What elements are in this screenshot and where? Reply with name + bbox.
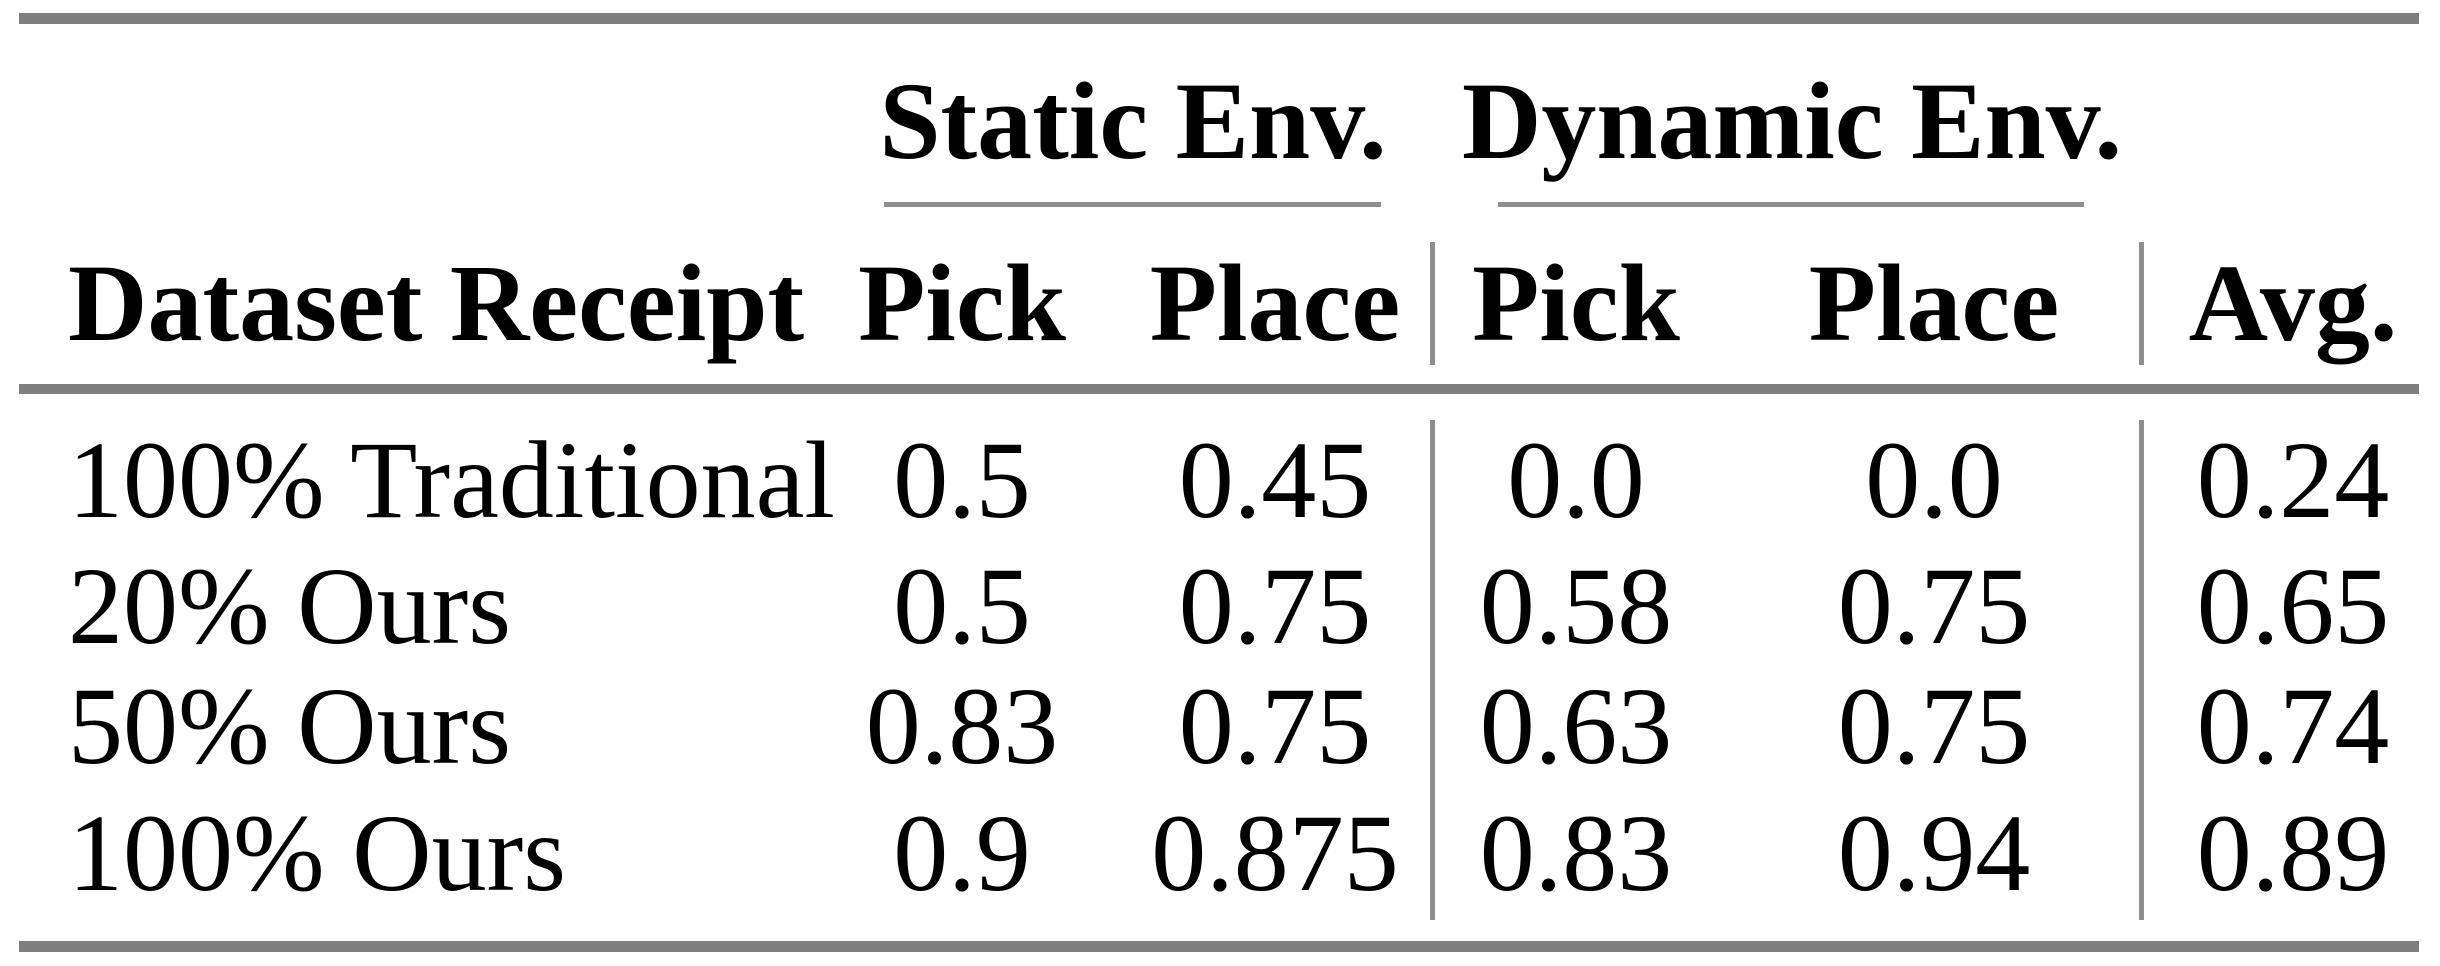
table-row: 50% Ours 0.83 0.75 0.63 0.75 0.74 (0, 671, 2440, 795)
column-header-static-pick: Pick (858, 242, 1066, 364)
column-group-dynamic-env: Dynamic Env. (1461, 60, 2123, 182)
column-separator (2139, 242, 2144, 365)
row-label: 20% Ours (68, 545, 512, 667)
column-header-dynamic-place: Place (1808, 242, 2060, 364)
row-label: 50% Ours (68, 665, 512, 787)
cell-avg: 0.74 (2196, 665, 2390, 787)
table-row: 100% Traditional 0.5 0.45 0.0 0.0 0.24 (0, 425, 2440, 549)
cell-static-pick: 0.5 (893, 419, 1031, 541)
table-bottomrule (19, 941, 2419, 952)
cell-static-pick: 0.9 (893, 792, 1031, 914)
cell-dynamic-pick: 0.58 (1479, 545, 1673, 667)
dynamic-env-underline (1498, 202, 2084, 207)
row-label: 100% Traditional (68, 419, 835, 541)
column-group-static-env: Static Env. (879, 60, 1387, 182)
cell-avg: 0.24 (2196, 419, 2390, 541)
table-row: 100% Ours 0.9 0.875 0.83 0.94 0.89 (0, 798, 2440, 922)
row-label: 100% Ours (68, 792, 567, 914)
cell-static-pick: 0.5 (893, 545, 1031, 667)
column-header-static-place: Place (1149, 242, 1401, 364)
cell-dynamic-place: 0.0 (1865, 419, 2003, 541)
column-header-dataset-receipt: Dataset Receipt (68, 242, 805, 364)
column-separator (1430, 242, 1435, 365)
table-midrule (19, 384, 2419, 394)
cell-dynamic-place: 0.75 (1837, 545, 2031, 667)
column-header-dynamic-pick: Pick (1472, 242, 1680, 364)
cell-static-place: 0.45 (1178, 419, 1372, 541)
cell-dynamic-pick: 0.83 (1479, 792, 1673, 914)
cell-avg: 0.89 (2196, 792, 2390, 914)
cell-dynamic-place: 0.94 (1837, 792, 2031, 914)
static-env-underline (884, 202, 1381, 207)
cell-static-place: 0.75 (1178, 545, 1372, 667)
table-toprule (19, 13, 2419, 24)
column-header-avg: Avg. (2188, 242, 2398, 364)
cell-static-pick: 0.83 (865, 665, 1059, 787)
table-row: 20% Ours 0.5 0.75 0.58 0.75 0.65 (0, 551, 2440, 675)
column-separator (2139, 420, 2144, 920)
cell-dynamic-pick: 0.0 (1507, 419, 1645, 541)
cell-dynamic-place: 0.75 (1837, 665, 2031, 787)
cell-static-place: 0.75 (1178, 665, 1372, 787)
cell-dynamic-pick: 0.63 (1479, 665, 1673, 787)
cell-avg: 0.65 (2196, 545, 2390, 667)
column-separator (1430, 420, 1435, 920)
cell-static-place: 0.875 (1151, 792, 1399, 914)
